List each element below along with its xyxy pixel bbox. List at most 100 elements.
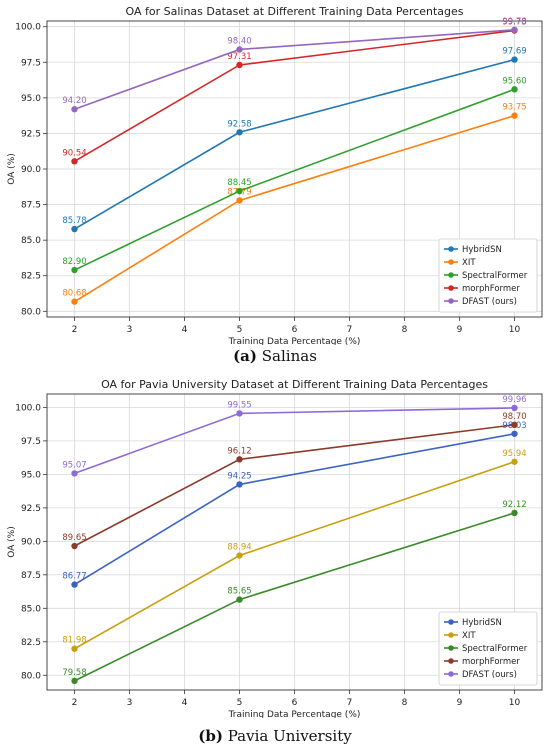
data-point bbox=[71, 542, 78, 550]
plot-frame bbox=[46, 20, 543, 318]
legend-entry: XIT bbox=[462, 631, 476, 641]
data-label: 95.94 bbox=[502, 449, 526, 459]
data-point bbox=[511, 421, 518, 429]
data-point bbox=[236, 596, 243, 603]
data-label: 81.98 bbox=[62, 636, 86, 646]
data-label: 95.07 bbox=[62, 460, 86, 470]
legend-entry: SpectralFormer bbox=[462, 644, 528, 654]
y-tick-label: 92.5 bbox=[21, 504, 41, 514]
legend-swatch-marker bbox=[448, 658, 454, 664]
data-point bbox=[236, 552, 243, 559]
data-point bbox=[71, 266, 78, 274]
data-point bbox=[236, 187, 243, 195]
legend-swatch-marker bbox=[448, 671, 454, 677]
data-point bbox=[511, 430, 518, 437]
data-label: 88.45 bbox=[227, 178, 251, 188]
x-tick-label: 10 bbox=[509, 698, 521, 708]
chart-pavia-svg: OA for Pavia University Dataset at Diffe… bbox=[7, 378, 543, 720]
data-label: 98.40 bbox=[227, 36, 251, 46]
caption-a-text: Salinas bbox=[261, 347, 317, 365]
data-point bbox=[71, 106, 78, 113]
chart-salinas-svg: OA for Salinas Dataset at Different Trai… bbox=[7, 5, 543, 347]
x-tick-label: 9 bbox=[457, 325, 463, 335]
y-tick-label: 80.0 bbox=[21, 307, 41, 317]
data-point bbox=[511, 458, 518, 465]
x-tick-label: 8 bbox=[402, 325, 408, 335]
caption-b-text: Pavia University bbox=[227, 727, 352, 745]
y-tick-label: 87.5 bbox=[21, 201, 41, 211]
x-tick-label: 9 bbox=[457, 698, 463, 708]
x-tick-label: 5 bbox=[237, 325, 243, 335]
legend-swatch-marker bbox=[448, 259, 454, 265]
y-tick-label: 100.0 bbox=[15, 23, 41, 33]
legend-entry: DFAST (ours) bbox=[462, 297, 517, 307]
data-label: 92.12 bbox=[502, 500, 526, 510]
legend-entry: morphFormer bbox=[462, 284, 520, 294]
data-point bbox=[511, 509, 518, 517]
x-tick-label: 6 bbox=[292, 698, 298, 708]
data-label: 90.54 bbox=[62, 148, 86, 158]
data-point bbox=[236, 61, 243, 69]
legend-box bbox=[438, 611, 538, 686]
caption-a: (a) Salinas bbox=[0, 347, 550, 365]
data-label: 99.78 bbox=[502, 17, 526, 27]
data-point bbox=[71, 158, 78, 165]
y-tick-label: 82.5 bbox=[21, 272, 41, 282]
y-tick-label: 97.5 bbox=[21, 437, 41, 447]
legend-swatch-marker bbox=[448, 272, 454, 278]
data-label: 97.69 bbox=[502, 47, 526, 57]
legend-box bbox=[438, 238, 538, 313]
chart-pavia: OA for Pavia University Dataset at Diffe… bbox=[0, 373, 550, 720]
data-point bbox=[511, 404, 518, 412]
caption-b-letter: (b) bbox=[198, 727, 223, 745]
data-point bbox=[511, 26, 518, 34]
y-tick-label: 100.0 bbox=[15, 403, 41, 413]
data-label: 99.73 bbox=[502, 18, 526, 28]
data-label: 93.75 bbox=[502, 103, 526, 113]
data-point bbox=[236, 129, 243, 136]
chart-title: OA for Pavia University Dataset at Diffe… bbox=[101, 378, 488, 391]
caption-a-letter: (a) bbox=[233, 347, 257, 365]
chart-salinas: OA for Salinas Dataset at Different Trai… bbox=[0, 0, 550, 347]
data-point bbox=[71, 645, 78, 652]
x-axis-label: Training Data Percentage (%) bbox=[228, 710, 361, 718]
data-label: 94.20 bbox=[62, 96, 86, 106]
x-tick-label: 7 bbox=[347, 325, 353, 335]
data-point bbox=[511, 86, 518, 93]
y-tick-label: 92.5 bbox=[21, 129, 41, 139]
data-point bbox=[71, 677, 78, 685]
y-tick-label: 90.0 bbox=[21, 537, 41, 547]
x-tick-label: 4 bbox=[182, 698, 188, 708]
y-axis-label: OA (%) bbox=[7, 526, 17, 558]
data-label: 94.25 bbox=[227, 471, 251, 481]
data-label: 86.77 bbox=[62, 572, 86, 582]
data-point bbox=[71, 470, 78, 477]
legend-swatch-marker bbox=[448, 632, 454, 638]
x-tick-label: 6 bbox=[292, 325, 298, 335]
legend-entry: HybridSN bbox=[462, 245, 502, 255]
data-point bbox=[511, 56, 518, 63]
x-tick-label: 3 bbox=[127, 698, 133, 708]
caption-b: (b) Pavia University bbox=[0, 727, 550, 745]
data-point bbox=[236, 197, 243, 204]
data-label: 85.65 bbox=[227, 587, 251, 597]
data-label: 95.60 bbox=[502, 76, 526, 86]
y-tick-label: 90.0 bbox=[21, 165, 41, 175]
x-tick-label: 4 bbox=[182, 325, 188, 335]
legend-entry: DFAST (ours) bbox=[462, 670, 517, 680]
x-tick-label: 2 bbox=[72, 325, 78, 335]
y-tick-label: 95.0 bbox=[21, 94, 41, 104]
data-label: 98.70 bbox=[502, 412, 526, 422]
data-point bbox=[236, 456, 243, 463]
data-label: 89.65 bbox=[62, 533, 86, 543]
x-tick-label: 5 bbox=[237, 698, 243, 708]
data-label: 96.12 bbox=[227, 446, 251, 456]
y-tick-label: 97.5 bbox=[21, 58, 41, 68]
data-label: 97.31 bbox=[227, 52, 251, 62]
y-tick-label: 82.5 bbox=[21, 638, 41, 648]
y-axis-label: OA (%) bbox=[7, 153, 17, 185]
data-label: 85.78 bbox=[62, 216, 86, 226]
data-point bbox=[71, 225, 78, 233]
data-label: 99.96 bbox=[502, 395, 526, 405]
x-axis-label: Training Data Percentage (%) bbox=[228, 337, 361, 345]
